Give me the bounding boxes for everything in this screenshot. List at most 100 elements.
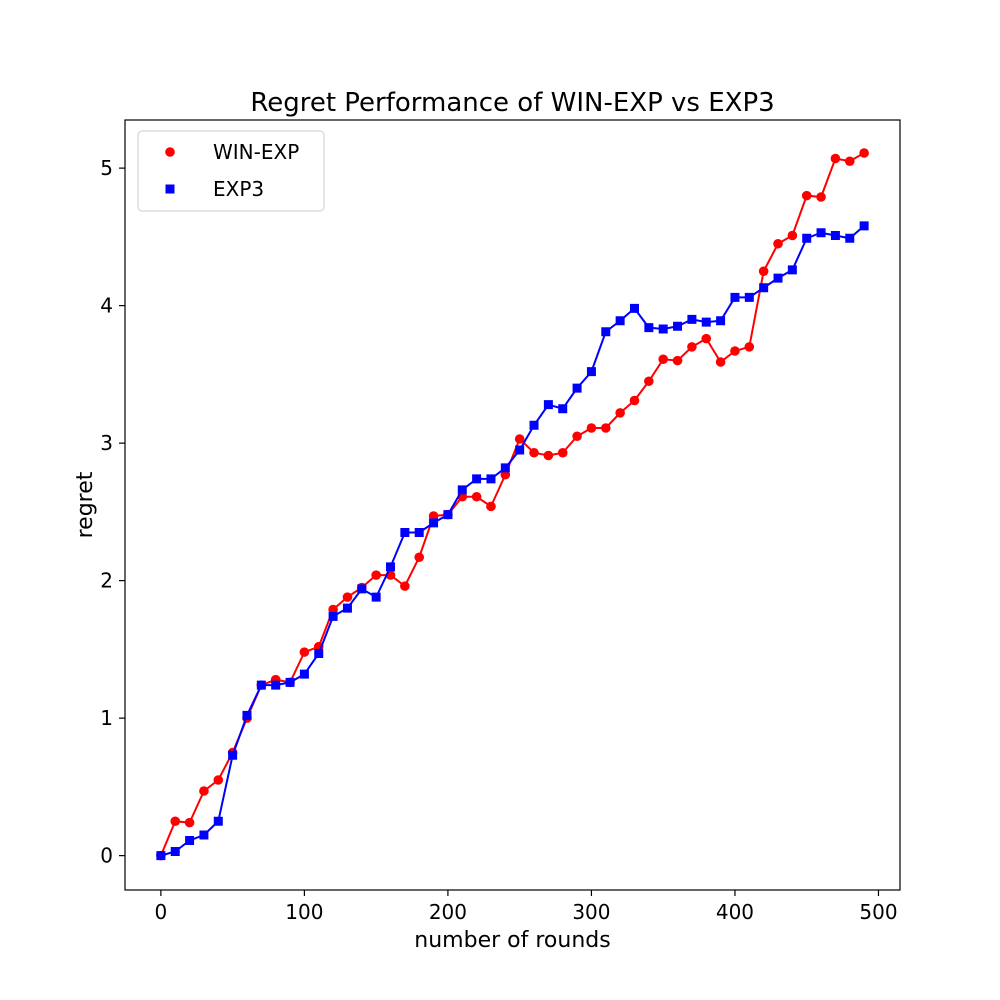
data-point-exp3 [285,677,295,687]
x-tick-label: 400 [716,900,754,924]
data-point-exp3 [830,231,840,240]
x-tick-label: 200 [429,900,467,924]
data-point-exp3 [242,710,252,720]
data-point-win-exp [586,423,597,433]
data-point-win-exp [572,431,582,442]
data-point-exp3 [472,474,482,484]
data-point-win-exp [199,786,209,796]
data-point-exp3 [256,680,266,690]
data-point-win-exp [400,581,410,591]
series-win-exp [156,148,869,861]
data-point-exp3 [673,321,683,331]
data-point-exp3 [572,383,582,393]
data-point-exp3 [529,420,539,430]
data-point-exp3 [185,836,195,845]
data-point-win-exp [543,450,554,461]
x-axis: 0 100 200 300 400 500 [155,890,898,924]
data-point-win-exp [859,148,869,158]
data-point-exp3 [558,404,568,414]
x-tick-label: 0 [155,900,168,924]
data-point-exp3 [773,273,783,283]
series-line-win-exp [159,152,865,857]
legend-marker-win-exp [165,147,175,157]
data-point-win-exp [414,552,425,563]
data-point-win-exp [844,156,855,167]
data-point-exp3 [199,830,209,840]
data-point-exp3 [787,265,797,275]
data-point-exp3 [730,292,740,302]
x-tick-label: 100 [285,900,323,924]
legend: WIN-EXP EXP3 [137,130,325,212]
y-tick-label: 0 [100,844,113,868]
data-point-win-exp [471,491,482,502]
data-point-win-exp [486,501,496,512]
data-point-win-exp [184,817,195,828]
data-point-win-exp [744,342,755,352]
data-point-exp3 [500,463,510,473]
data-point-win-exp [213,775,224,785]
data-point-win-exp [615,408,625,418]
data-point-exp3 [357,584,367,594]
data-point-win-exp [600,423,611,433]
axes-frame [124,119,901,891]
data-point-exp3 [400,528,410,537]
data-point-exp3 [457,485,467,495]
data-point-exp3 [845,233,855,243]
data-point-exp3 [859,221,869,231]
data-point-exp3 [414,528,424,537]
series-line-exp3 [160,225,865,857]
data-point-exp3 [429,518,439,528]
data-point-win-exp [787,230,798,241]
legend-marker-exp3 [165,184,175,194]
data-point-win-exp [730,346,740,356]
data-point-exp3 [615,316,625,326]
data-point-win-exp [773,238,783,249]
data-point-win-exp [371,570,381,580]
data-point-win-exp [170,816,181,827]
legend-box [137,130,325,212]
y-tick-label: 4 [100,294,113,318]
x-tick-label: 500 [859,900,897,924]
x-tick-label: 300 [572,900,610,924]
data-point-win-exp [758,266,769,277]
data-point-win-exp [644,376,654,387]
data-point-exp3 [213,816,223,826]
data-point-win-exp [715,357,726,367]
data-point-exp3 [629,303,639,313]
data-point-exp3 [371,592,381,602]
data-point-exp3 [342,603,352,613]
data-point-win-exp [514,434,525,444]
y-axis-label: regret [73,471,98,538]
data-point-exp3 [486,474,496,484]
data-point-win-exp [557,447,568,458]
data-point-win-exp [629,395,640,406]
data-point-exp3 [170,847,180,856]
data-point-exp3 [716,316,726,326]
data-point-exp3 [228,750,238,760]
legend-label-exp3: EXP3 [213,177,264,201]
y-axis: 0 1 2 3 4 5 [100,156,125,868]
data-point-win-exp [801,190,812,201]
data-point-exp3 [386,562,396,572]
data-point-exp3 [156,851,166,861]
data-point-exp3 [658,324,668,334]
data-point-win-exp [529,447,539,458]
data-point-win-exp [658,354,668,365]
x-axis-label: number of rounds [414,928,610,953]
data-point-win-exp [342,592,353,602]
data-point-exp3 [515,445,525,455]
chart-title: Regret Performance of WIN-EXP vs EXP3 [250,88,774,118]
data-point-exp3 [299,669,309,679]
data-point-win-exp [830,153,841,164]
data-point-exp3 [314,649,324,658]
data-point-win-exp [672,355,683,366]
data-point-exp3 [443,510,453,520]
data-point-exp3 [586,367,596,377]
y-tick-label: 1 [100,706,113,730]
y-tick-label: 5 [100,156,113,180]
data-point-win-exp [816,192,826,202]
data-point-exp3 [759,283,769,293]
data-point-exp3 [601,327,611,337]
data-point-exp3 [687,314,697,324]
